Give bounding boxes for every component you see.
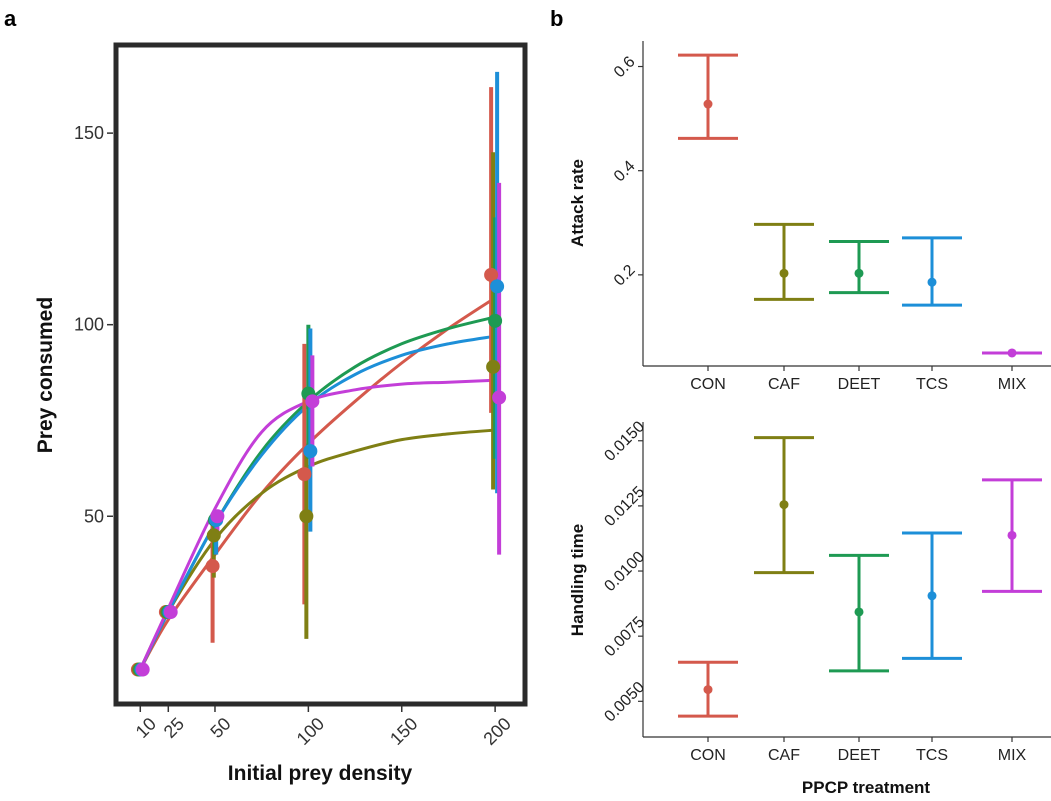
handling-time-point-caf bbox=[779, 500, 789, 510]
panel-a-points bbox=[130, 267, 507, 677]
x-tick-label-150: 150 bbox=[386, 714, 421, 749]
attack-rate-error-bars bbox=[678, 53, 1042, 358]
panel-b-handling-time: CON CAF DEET TCS MIX 0.0050 0.0075 0.0100 0.012… bbox=[568, 418, 1051, 797]
point-caf-200 bbox=[486, 359, 501, 374]
panel-b-attack-rate: CON CAF DEET TCS MIX 0.2 0.4 0.6 Attack rate bbox=[568, 41, 1051, 393]
handling-time-x-tick-label-deet: DEET bbox=[838, 747, 881, 764]
x-tick-label-50: 50 bbox=[206, 714, 234, 742]
handling-time-x-ticks: CON CAF DEET TCS MIX bbox=[690, 737, 1027, 764]
point-caf-50 bbox=[206, 528, 221, 543]
panel-a-curves bbox=[138, 296, 496, 671]
panel-a-x-axis-title: Initial prey density bbox=[228, 762, 413, 785]
handling-time-y-tick-label-1: 0.0075 bbox=[601, 614, 648, 661]
attack-rate-point-caf bbox=[779, 268, 789, 278]
handling-time-y-axis-title: Handling time bbox=[568, 524, 587, 636]
handling-time-x-tick-label-con: CON bbox=[690, 747, 726, 764]
y-tick-label-100: 100 bbox=[74, 315, 104, 335]
handling-time-y-tick-label-3: 0.0125 bbox=[601, 483, 648, 530]
point-deet-200 bbox=[488, 313, 503, 328]
handling-time-x-tick-label-tcs: TCS bbox=[916, 747, 948, 764]
panel-a-y-ticks: 50 100 150 bbox=[74, 123, 113, 526]
point-tcs-200 bbox=[490, 279, 505, 294]
point-mix-50 bbox=[210, 509, 225, 524]
panel-a-x-ticks: 10 25 50 100 150 200 bbox=[132, 706, 515, 749]
handling-time-x-axis-title: PPCP treatment bbox=[802, 778, 931, 797]
attack-rate-x-ticks: CON CAF DEET TCS MIX bbox=[690, 366, 1027, 393]
attack-rate-y-axis-title: Attack rate bbox=[568, 159, 587, 247]
point-mix-100 bbox=[305, 394, 320, 409]
x-tick-label-25: 25 bbox=[160, 714, 188, 742]
handling-time-point-tcs bbox=[927, 591, 937, 601]
point-con-50 bbox=[205, 559, 220, 574]
attack-rate-y-tick-label-0: 0.2 bbox=[611, 262, 639, 290]
point-caf-100 bbox=[299, 509, 314, 524]
handling-time-point-con bbox=[703, 685, 713, 695]
panel-label-b: b bbox=[550, 6, 563, 31]
handling-time-point-mix bbox=[1007, 530, 1017, 540]
point-con-100 bbox=[297, 467, 312, 482]
attack-rate-x-tick-label-mix: MIX bbox=[998, 376, 1027, 393]
handling-time-x-tick-label-caf: CAF bbox=[768, 747, 800, 764]
attack-rate-point-con bbox=[703, 99, 713, 109]
handling-time-error-bars bbox=[678, 436, 1042, 718]
attack-rate-point-mix bbox=[1007, 348, 1017, 358]
attack-rate-point-tcs bbox=[927, 277, 937, 287]
point-mix-10 bbox=[135, 662, 150, 677]
attack-rate-y-tick-label-2: 0.6 bbox=[611, 53, 639, 81]
handling-time-y-ticks: 0.0050 0.0075 0.0100 0.0125 0.0150 bbox=[601, 418, 648, 725]
handling-time-x-tick-label-mix: MIX bbox=[998, 747, 1027, 764]
attack-rate-x-tick-label-tcs: TCS bbox=[916, 376, 948, 393]
x-tick-label-100: 100 bbox=[293, 714, 328, 749]
handling-time-point-deet bbox=[854, 607, 864, 617]
attack-rate-x-tick-label-con: CON bbox=[690, 376, 726, 393]
handling-time-y-tick-label-0: 0.0050 bbox=[601, 679, 648, 726]
panel-label-a: a bbox=[4, 6, 17, 31]
attack-rate-y-ticks: 0.2 0.4 0.6 bbox=[611, 53, 643, 290]
panel-a-y-axis-title: Prey consumed bbox=[34, 297, 57, 453]
attack-rate-x-tick-label-caf: CAF bbox=[768, 376, 800, 393]
point-mix-200 bbox=[492, 390, 507, 405]
y-tick-label-150: 150 bbox=[74, 123, 104, 143]
point-mix-25 bbox=[163, 605, 178, 620]
attack-rate-x-tick-label-deet: DEET bbox=[838, 376, 881, 393]
point-tcs-100 bbox=[303, 444, 318, 459]
attack-rate-point-deet bbox=[854, 268, 864, 278]
handling-time-y-tick-label-2: 0.0100 bbox=[601, 548, 648, 595]
attack-rate-y-tick-label-1: 0.4 bbox=[611, 158, 639, 186]
panel-a-functional-response: 10 25 50 100 150 200 50 100 150 Initial prey de… bbox=[34, 42, 528, 785]
x-tick-label-10: 10 bbox=[132, 714, 160, 742]
handling-time-y-tick-label-4: 0.0150 bbox=[601, 418, 648, 465]
point-con-200 bbox=[484, 267, 499, 282]
curve-mix bbox=[138, 378, 496, 671]
y-tick-label-50: 50 bbox=[84, 506, 104, 526]
curve-tcs bbox=[138, 334, 496, 671]
x-tick-label-200: 200 bbox=[479, 714, 514, 749]
